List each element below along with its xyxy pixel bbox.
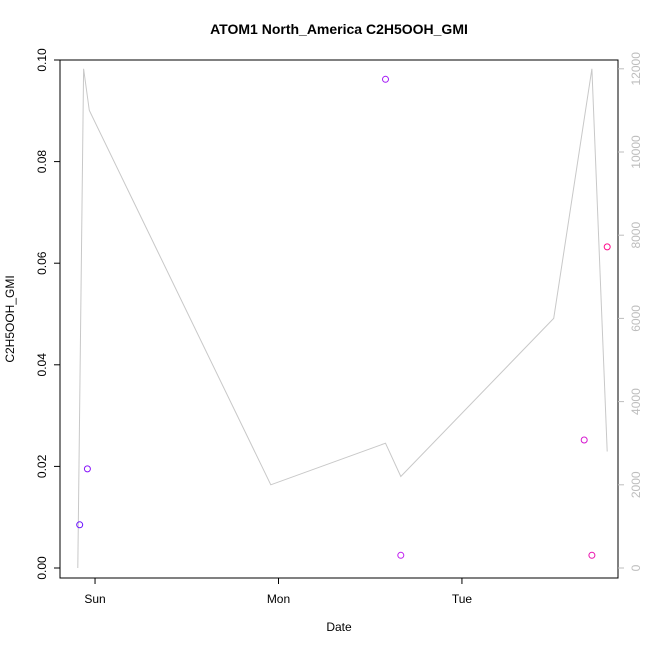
data-point [397, 551, 405, 559]
y-tick-label: 0.04 [35, 353, 49, 377]
y-tick-label: 0.00 [35, 556, 49, 580]
x-tick-label: Mon [267, 592, 290, 606]
x-axis: Sun Mon Tue [84, 578, 472, 606]
y-axis: 0.00 0.02 0.04 0.06 0.08 0.10 [35, 48, 60, 580]
y2-tick-label: 4000 [629, 388, 643, 415]
y-axis-label: C2H5OOH_GMI [3, 275, 17, 362]
data-point [76, 521, 84, 529]
data-point [603, 243, 611, 251]
y2-tick-label: 0 [629, 564, 643, 571]
points-group [76, 75, 611, 559]
y2-tick-label: 12000 [629, 52, 643, 86]
x-axis-label: Date [326, 620, 352, 634]
data-point [580, 436, 588, 444]
x-tick-label: Sun [84, 592, 105, 606]
plot-frame [59, 59, 619, 579]
data-point [588, 551, 596, 559]
y2-axis: 0 2000 4000 6000 8000 10000 12000 [618, 52, 643, 571]
x-tick-label: Tue [452, 592, 473, 606]
chart-title: ATOM1 North_America C2H5OOH_GMI [210, 21, 468, 37]
data-point [83, 465, 91, 473]
altitude-line-group [77, 68, 608, 569]
y-tick-label: 0.08 [35, 150, 49, 174]
data-point [382, 75, 389, 83]
y2-tick-label: 2000 [629, 471, 643, 498]
y2-tick-label: 10000 [629, 135, 643, 169]
y2-tick-label: 6000 [629, 305, 643, 332]
y-tick-label: 0.06 [35, 251, 49, 275]
y-tick-label: 0.02 [35, 454, 49, 478]
y-tick-label: 0.10 [35, 48, 49, 72]
y2-tick-label: 8000 [629, 222, 643, 249]
altitude-line [77, 68, 608, 569]
